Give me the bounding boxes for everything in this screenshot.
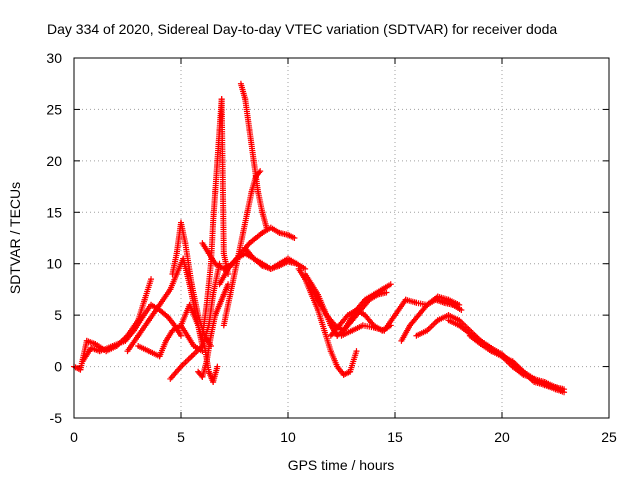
data-point: [263, 224, 270, 231]
axis-ticks: [73, 57, 610, 419]
y-tick-label: 0: [54, 359, 62, 375]
data-point: [302, 265, 309, 272]
data-point: [353, 348, 360, 355]
data-point: [256, 169, 263, 176]
data-point: [214, 363, 221, 370]
y-tick-label: 25: [46, 101, 62, 117]
data-point: [178, 332, 184, 339]
data-point: [458, 307, 465, 313]
y-tick-label: 30: [46, 50, 62, 66]
x-tick-label: 25: [601, 429, 617, 445]
series-5: [169, 219, 214, 349]
data-point: [383, 289, 390, 296]
y-tick-label: 20: [46, 153, 62, 169]
grid-lines: [74, 58, 609, 418]
data-point: [291, 235, 298, 241]
x-tick-label: 15: [387, 429, 403, 445]
series-4: [135, 322, 206, 360]
data-point: [148, 276, 155, 283]
x-tick-label: 20: [494, 429, 510, 445]
series-23: [466, 332, 565, 394]
y-tick-label: 10: [46, 256, 62, 272]
data-point: [199, 348, 206, 355]
series-20: [398, 296, 465, 344]
series-2: [79, 301, 184, 365]
series-12: [237, 80, 270, 231]
plot-frame: [73, 57, 610, 419]
chart-title: Day 334 of 2020, Sidereal Day-to-day VTE…: [47, 21, 557, 37]
tick-labels: 0 5 10 15 20 25 -5 0 5 10 15 20 25 30: [46, 50, 617, 445]
data-point: [558, 387, 565, 394]
data-markers: [71, 80, 568, 396]
series-10: [199, 224, 298, 272]
x-axis-label: GPS time / hours: [288, 457, 395, 473]
series-9: [199, 96, 232, 339]
x-tick-label: 5: [177, 429, 185, 445]
y-tick-label: -5: [50, 410, 63, 426]
x-tick-label: 0: [70, 429, 78, 445]
series-14: [242, 245, 300, 272]
data-point: [293, 260, 300, 267]
y-tick-label: 5: [54, 307, 62, 323]
y-tick-label: 15: [46, 204, 62, 220]
series-17: [306, 281, 390, 334]
y-axis-label: SDTVAR / TECUs: [7, 182, 23, 294]
series-8: [195, 281, 232, 380]
x-tick-label: 10: [280, 429, 296, 445]
series-11: [220, 168, 264, 329]
data-point: [387, 281, 394, 288]
